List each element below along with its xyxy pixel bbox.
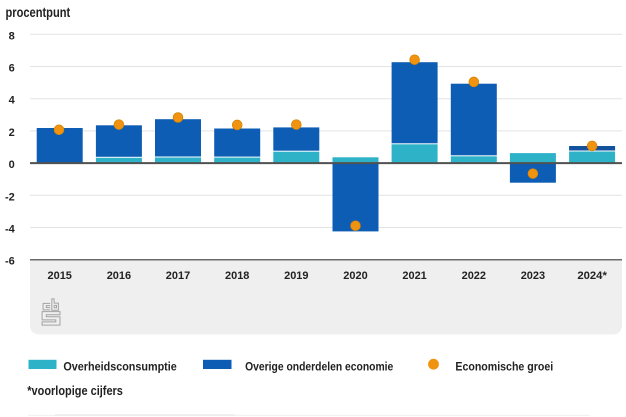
svg-text:2021: 2021 [402,270,426,282]
svg-text:2017: 2017 [166,270,190,282]
svg-text:Overheidsconsumptie: Overheidsconsumptie [63,361,176,373]
svg-text:2023: 2023 [521,270,545,282]
svg-text:-6: -6 [5,256,15,268]
svg-text:2015: 2015 [48,270,72,282]
svg-text:-2: -2 [5,191,15,203]
svg-text:0: 0 [9,159,15,171]
svg-text:Economische groei: Economische groei [455,361,553,373]
svg-text:2024*: 2024* [577,270,607,282]
svg-text:procentpunt: procentpunt [6,5,71,20]
svg-text:2016: 2016 [107,270,131,282]
svg-text:*voorlopige cijfers: *voorlopige cijfers [27,383,123,398]
svg-text:4: 4 [9,95,16,107]
svg-text:2020: 2020 [343,270,367,282]
svg-text:Overige onderdelen economie: Overige onderdelen economie [245,361,393,373]
svg-text:2019: 2019 [284,270,308,282]
svg-text:2018: 2018 [225,270,249,282]
svg-text:8: 8 [9,30,15,42]
svg-text:-4: -4 [5,224,16,236]
svg-text:2022: 2022 [462,270,486,282]
svg-text:6: 6 [9,63,15,75]
svg-text:2: 2 [9,127,15,139]
